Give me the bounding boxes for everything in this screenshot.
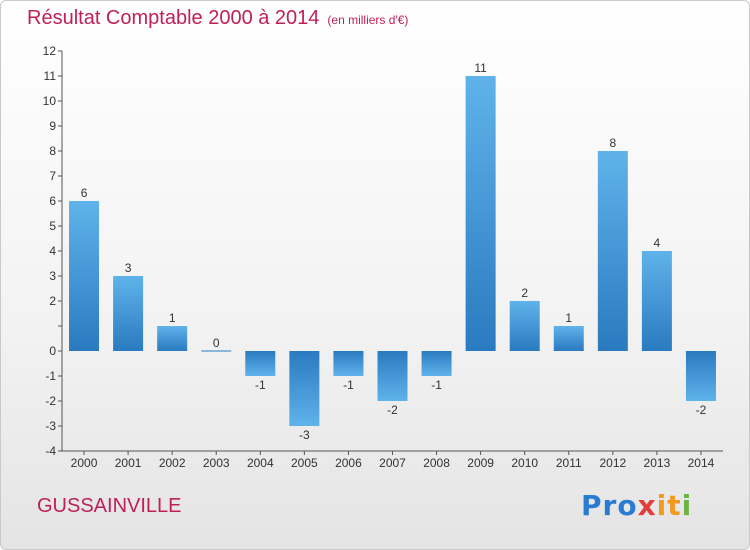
x-tick-label: 2003 — [203, 456, 230, 470]
y-tick-label: 6 — [49, 194, 56, 208]
brand-logo: Proxiti — [581, 489, 692, 522]
y-tick-label: 7 — [49, 169, 56, 183]
bar — [465, 76, 496, 351]
data-label: -2 — [696, 403, 707, 417]
bar — [641, 251, 672, 351]
y-tick-label: 0 — [49, 344, 56, 358]
x-tick-label: 2010 — [511, 456, 538, 470]
bar — [421, 351, 452, 376]
data-label: 3 — [125, 261, 132, 275]
x-tick-label: 2007 — [379, 456, 406, 470]
chart-title-text: Résultat Comptable 2000 à 2014 — [27, 7, 320, 29]
bar — [245, 351, 276, 376]
x-tick-label: 2002 — [159, 456, 186, 470]
data-label: 6 — [81, 186, 88, 200]
x-tick-label: 2013 — [644, 456, 671, 470]
bar — [201, 350, 232, 352]
y-tick-label: 3 — [49, 269, 56, 283]
data-label: 2 — [521, 286, 528, 300]
brand-part-1: Pro — [581, 489, 638, 522]
bar — [69, 201, 100, 351]
y-tick-label: 8 — [49, 144, 56, 158]
bar — [157, 326, 188, 351]
brand-part-3: it — [656, 489, 682, 522]
y-tick-label: -3 — [45, 419, 56, 433]
data-label: 8 — [609, 136, 616, 150]
data-label: -2 — [387, 403, 398, 417]
bar — [597, 151, 628, 351]
y-tick-label: -2 — [45, 394, 56, 408]
data-label: -1 — [255, 378, 266, 392]
chart-subtitle: (en milliers d'€) — [327, 13, 409, 27]
y-tick-label: 4 — [49, 244, 56, 258]
bar — [553, 326, 584, 351]
bar — [377, 351, 408, 401]
y-tick-label: 2 — [49, 294, 56, 308]
x-tick-label: 2005 — [291, 456, 318, 470]
data-label: 4 — [654, 236, 661, 250]
x-tick-label: 2012 — [599, 456, 626, 470]
data-labels: 6 3 1 0 -1 -3 -1 -2 -1 11 2 1 8 4 -2 — [81, 61, 707, 442]
y-tick-label: 9 — [49, 119, 56, 133]
x-tick-label: 2001 — [115, 456, 142, 470]
y-tick-label: 5 — [49, 219, 56, 233]
data-label: 0 — [213, 336, 220, 350]
data-label: -1 — [431, 378, 442, 392]
y-tick-label: -1 — [45, 369, 56, 383]
y-tick-label: 10 — [43, 94, 57, 108]
data-label: -3 — [299, 428, 310, 442]
chart-title: Résultat Comptable 2000 à 2014 (en millie… — [27, 7, 408, 30]
bar — [113, 276, 144, 351]
x-axis: 2000 2001 2002 2003 2004 2005 2006 2007 2008 2009… — [62, 450, 723, 470]
x-tick-label: 2000 — [71, 456, 98, 470]
bars — [69, 76, 716, 426]
y-tick-label: 11 — [44, 69, 57, 83]
brand-part-2: x — [637, 489, 657, 522]
data-label: 1 — [169, 311, 176, 325]
data-label: -1 — [343, 378, 354, 392]
y-axis: -4 -3 -2 -1 0 2 3 4 5 6 7 8 9 10 11 12 — [43, 44, 63, 458]
place-name: GUSSAINVILLE — [37, 495, 182, 517]
y-tick-label: -4 — [45, 444, 56, 458]
bar — [289, 351, 320, 426]
y-tick-label: 12 — [43, 44, 57, 58]
x-tick-label: 2011 — [556, 456, 582, 470]
data-label: 1 — [565, 311, 572, 325]
data-label: 11 — [474, 61, 487, 75]
brand-part-4: i — [681, 489, 693, 522]
x-tick-label: 2014 — [688, 456, 715, 470]
bar — [333, 351, 364, 376]
x-tick-label: 2006 — [335, 456, 362, 470]
x-tick-label: 2009 — [467, 456, 494, 470]
x-tick-label: 2004 — [247, 456, 274, 470]
bar — [685, 351, 716, 401]
x-tick-label: 2008 — [423, 456, 450, 470]
bar — [509, 301, 540, 351]
